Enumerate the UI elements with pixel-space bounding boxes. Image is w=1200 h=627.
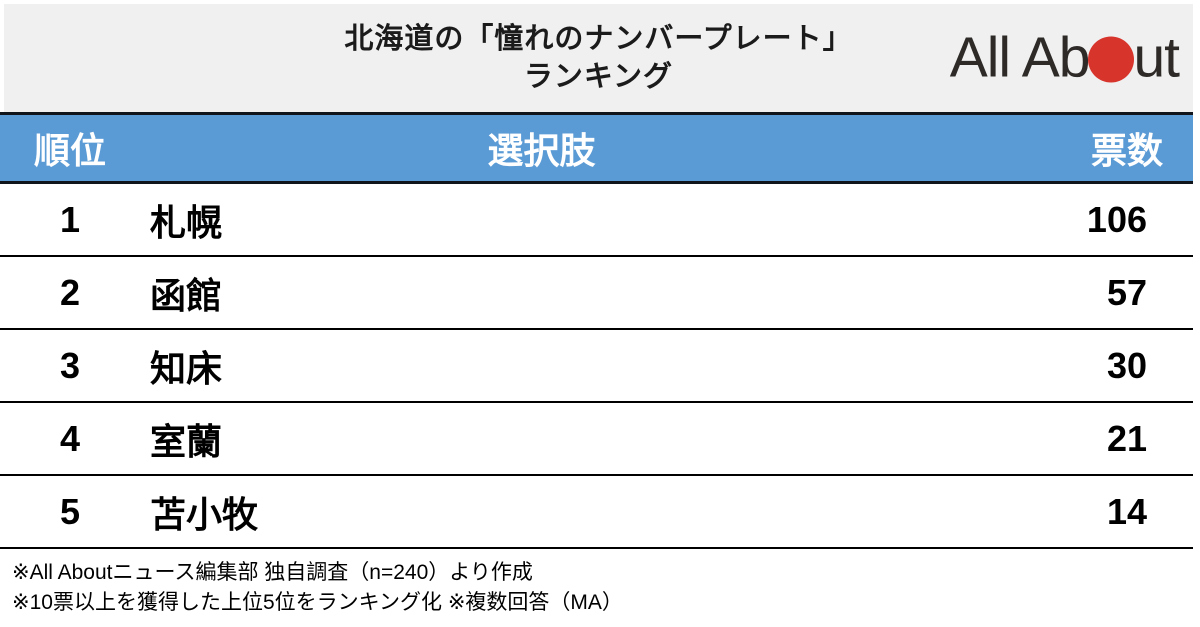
choice-cell: 知床 [150, 347, 223, 389]
header-choice: 選択肢 [487, 130, 596, 171]
logo-text-after: ut [1133, 25, 1180, 90]
rank-cell: 2 [59, 271, 81, 313]
votes-cell: 106 [1086, 198, 1147, 240]
header-votes: 票数 [1090, 130, 1163, 171]
choice-cell: 札幌 [150, 201, 223, 243]
title-bar: 北海道の「憧れのナンバープレート」 ランキング All Ab ut [4, 4, 1193, 112]
votes-cell: 21 [1106, 417, 1147, 459]
votes-cell: 14 [1106, 490, 1147, 532]
logo-text-before: All Ab [949, 25, 1091, 90]
footnotes: ※All Aboutニュース編集部 独自調査（n=240）より作成 ※10票以上… [0, 549, 1200, 618]
choice-cell: 函館 [150, 274, 223, 316]
rank-cell: 5 [59, 490, 81, 532]
header-rank: 順位 [33, 130, 106, 171]
choice-cell: 苫小牧 [150, 493, 259, 535]
choice-cell: 室蘭 [150, 420, 223, 462]
table-header-row: 順位 選択肢 票数 [0, 112, 1193, 184]
table-row: 5 苫小牧 14 [0, 476, 1193, 549]
rank-cell: 3 [59, 344, 81, 386]
page-title: 北海道の「憧れのナンバープレート」 ランキング [344, 20, 852, 96]
votes-cell: 30 [1106, 344, 1147, 386]
page-title-line1: 北海道の「憧れのナンバープレート」 [344, 23, 853, 55]
table-row: 4 室蘭 21 [0, 403, 1193, 476]
ranking-table: 順位 選択肢 票数 1 札幌 106 2 函館 57 3 知床 30 4 室蘭 … [0, 112, 1193, 549]
footnote-method: ※10票以上を獲得した上位5位をランキング化 ※複数回答（MA） [12, 591, 623, 614]
votes-cell: 57 [1106, 271, 1147, 313]
table-row: 1 札幌 106 [0, 184, 1193, 257]
footnote-source: ※All Aboutニュース編集部 独自調査（n=240）より作成 [12, 561, 533, 584]
page-title-line2: ランキング [523, 61, 674, 93]
logo-red-dot-icon [1088, 36, 1135, 83]
table-row: 2 函館 57 [0, 257, 1193, 330]
table-row: 3 知床 30 [0, 330, 1193, 403]
all-about-logo: All Ab ut [950, 29, 1180, 87]
rank-cell: 1 [59, 198, 81, 240]
rank-cell: 4 [59, 417, 81, 459]
